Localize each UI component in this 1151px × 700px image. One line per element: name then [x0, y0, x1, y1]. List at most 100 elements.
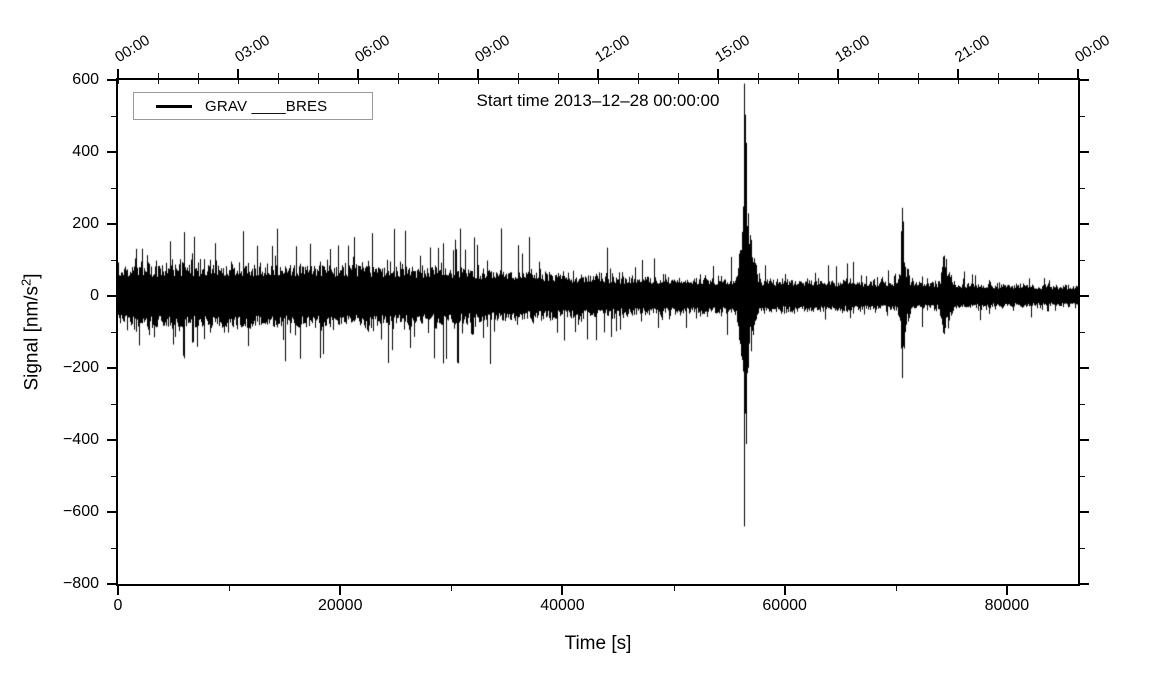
y-minor-tick-right [1080, 260, 1085, 261]
x-major-tick-top [477, 69, 479, 78]
y-major-tick-left [107, 511, 116, 513]
x-inward-stub-top [718, 80, 719, 84]
y-minor-tick-right [1080, 332, 1085, 333]
legend: GRAV ____BRES [133, 92, 373, 120]
y-tick-label: −600 [62, 503, 99, 520]
x-inward-stub-top [478, 80, 479, 84]
top-time-label: 00:00 [111, 31, 153, 66]
x-minor-tick-top [678, 73, 679, 78]
y-minor-tick-left [111, 404, 116, 405]
y-tick-label: 200 [72, 215, 99, 232]
y-major-tick-right [1080, 151, 1089, 153]
x-major-tick-bottom [561, 586, 564, 595]
x-inward-stub-top [558, 80, 559, 84]
x-tick-label: 0 [113, 597, 123, 614]
x-minor-tick-bottom [229, 586, 231, 591]
x-minor-tick-bottom [673, 586, 675, 591]
y-minor-tick-right [1080, 116, 1085, 117]
x-tick-label: 80000 [984, 597, 1030, 614]
y-major-tick-right [1080, 367, 1089, 369]
x-minor-tick-top [638, 73, 639, 78]
x-inward-stub-top [1038, 80, 1039, 84]
x-minor-tick-top [438, 73, 439, 78]
x-inward-stub-top [878, 80, 879, 84]
x-inward-stub-top [998, 80, 999, 84]
x-major-tick-bottom [783, 586, 786, 595]
y-minor-tick-left [111, 476, 116, 477]
y-major-tick-left [107, 295, 116, 297]
y-minor-tick-left [111, 188, 116, 189]
x-inward-stub-top [158, 80, 159, 84]
top-time-label: 21:00 [951, 31, 993, 66]
x-major-tick-top [117, 69, 119, 78]
x-inward-stub-top [838, 80, 839, 84]
x-inward-stub-top [518, 80, 519, 84]
top-time-label: 18:00 [831, 31, 873, 66]
top-time-label: 03:00 [231, 31, 273, 66]
x-inward-stub-top [638, 80, 639, 84]
x-tick-label: 60000 [762, 597, 807, 614]
x-inward-stub-top [198, 80, 199, 84]
x-tick-label: 20000 [317, 597, 363, 614]
x-inward-stub-top [918, 80, 919, 84]
y-major-tick-left [107, 223, 116, 225]
x-axis-title: Time [s] [564, 633, 632, 654]
x-minor-tick-top [918, 73, 919, 78]
x-major-tick-top [237, 69, 239, 78]
y-tick-label: −800 [62, 575, 99, 592]
x-major-tick-bottom [1005, 586, 1008, 595]
x-inward-stub-top [358, 80, 359, 84]
y-axis-title-close-bracket: ] [21, 273, 43, 279]
x-major-tick-top [1077, 69, 1079, 78]
x-major-tick-bottom [339, 586, 342, 595]
x-minor-tick-top [1038, 73, 1039, 78]
y-major-tick-left [107, 367, 116, 369]
x-inward-stub-top [958, 80, 959, 84]
y-major-tick-right [1080, 79, 1089, 81]
waveform-canvas [118, 80, 1078, 584]
top-time-label: 12:00 [591, 31, 633, 66]
y-major-tick-left [107, 439, 116, 441]
y-minor-tick-left [111, 332, 116, 333]
top-time-label: 00:00 [1071, 31, 1113, 66]
y-tick-label: −400 [62, 431, 99, 448]
x-major-tick-top [717, 69, 719, 78]
x-minor-tick-top [398, 73, 399, 78]
y-tick-label: −200 [62, 359, 99, 376]
y-minor-tick-right [1080, 188, 1085, 189]
y-tick-label: 600 [72, 71, 99, 88]
y-axis-title-text: Signal [nm/s [21, 285, 43, 391]
x-minor-tick-top [998, 73, 999, 78]
x-minor-tick-top [318, 73, 319, 78]
y-major-tick-right [1080, 583, 1089, 585]
y-minor-tick-right [1080, 476, 1085, 477]
y-axis-title-superscript: 2 [18, 278, 34, 286]
x-inward-stub-top [238, 80, 239, 84]
y-axis-title: Signal [nm/s2] [18, 273, 43, 390]
x-major-tick-top [597, 69, 599, 78]
x-minor-tick-top [158, 73, 159, 78]
x-inward-stub-top [278, 80, 279, 84]
legend-line-sample [156, 104, 192, 108]
top-time-label: 15:00 [711, 31, 753, 66]
x-minor-tick-top [518, 73, 519, 78]
y-tick-label: 400 [72, 143, 99, 160]
y-major-tick-right [1080, 295, 1089, 297]
y-major-tick-left [107, 79, 116, 81]
y-minor-tick-left [111, 260, 116, 261]
legend-label: GRAV ____BRES [205, 97, 328, 115]
x-minor-tick-top [198, 73, 199, 78]
top-time-label: 06:00 [351, 31, 393, 66]
y-minor-tick-left [111, 116, 116, 117]
y-major-tick-right [1080, 511, 1089, 513]
x-minor-tick-bottom [895, 586, 897, 591]
start-time-annotation: Start time 2013–12–28 00:00:00 [476, 91, 720, 110]
y-major-tick-right [1080, 223, 1089, 225]
x-minor-tick-top [758, 73, 759, 78]
x-inward-stub-top [118, 80, 119, 84]
y-tick-label: 0 [90, 287, 99, 304]
x-minor-tick-top [278, 73, 279, 78]
x-tick-label: 40000 [540, 597, 585, 614]
y-major-tick-left [107, 151, 116, 153]
